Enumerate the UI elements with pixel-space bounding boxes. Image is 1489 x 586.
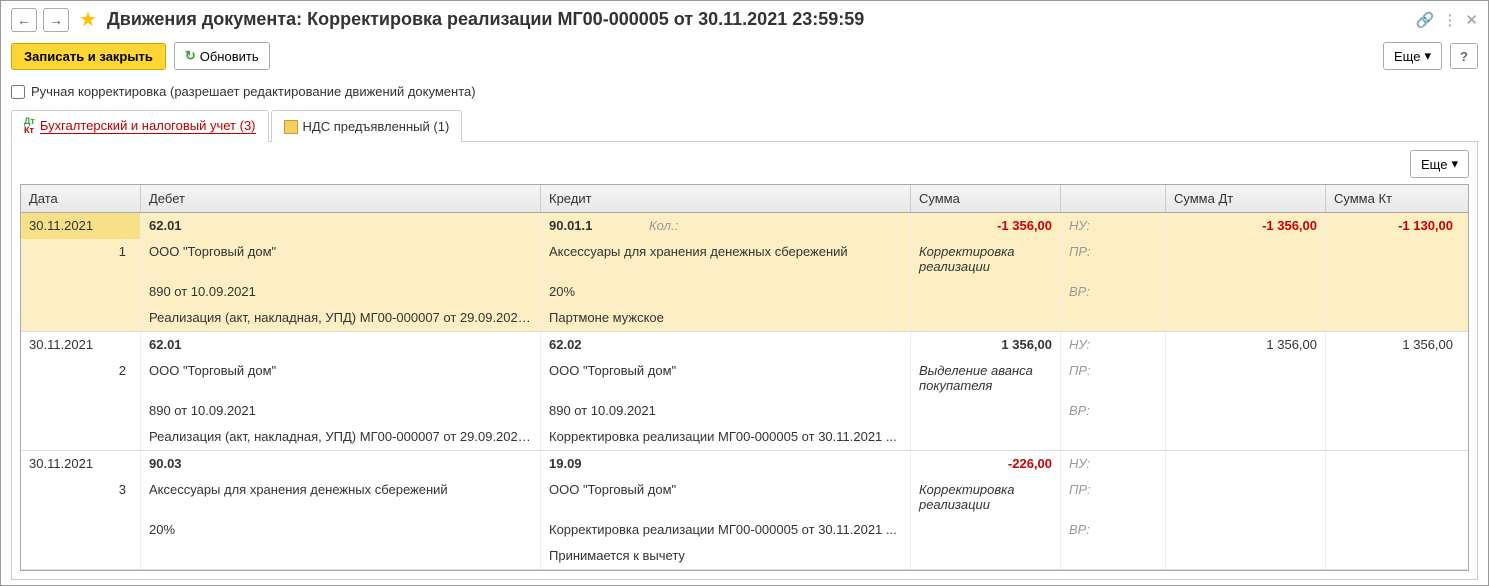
cell-op: Корректировка реализации <box>911 239 1061 279</box>
link-icon[interactable]: 🔗 <box>1416 11 1435 29</box>
save-close-button[interactable]: Записать и закрыть <box>11 43 166 70</box>
cell-debit-acc: 90.03 <box>141 451 541 477</box>
close-icon[interactable]: ✕ <box>1465 11 1478 29</box>
cell-d3: Реализация (акт, накладная, УПД) МГ00-00… <box>141 424 541 450</box>
cell-vr-label: ВР: <box>1061 398 1166 424</box>
panel-more-button[interactable]: Еще ▾ <box>1410 150 1469 178</box>
tab-vat-label: НДС предъявленный (1) <box>303 119 450 134</box>
menu-dots-icon[interactable]: ⋮ <box>1442 11 1457 29</box>
cell-c3: Принимается к вычету <box>541 543 911 569</box>
help-button[interactable]: ? <box>1450 43 1478 69</box>
cell-sumkt: -1 130,00 <box>1326 213 1461 239</box>
cell-sumdt: 1 356,00 <box>1166 332 1326 358</box>
cell-date: 30.11.2021 <box>21 451 141 477</box>
cell-d2: 890 от 10.09.2021 <box>141 279 541 305</box>
star-icon[interactable]: ★ <box>79 7 97 32</box>
doc-icon <box>284 120 298 134</box>
header-blank <box>1061 185 1166 212</box>
header-date[interactable]: Дата <box>21 185 141 212</box>
panel-more-label: Еще <box>1421 157 1447 172</box>
grid-header: Дата Дебет Кредит Сумма Сумма Дт Сумма К… <box>21 185 1468 213</box>
cell-c1: Аксессуары для хранения денежных сбереже… <box>541 239 911 279</box>
cell-nu-label: НУ: <box>1061 451 1166 477</box>
cell-sumkt: 1 356,00 <box>1326 332 1461 358</box>
manual-edit-label: Ручная корректировка (разрешает редактир… <box>31 84 476 99</box>
tab-vat[interactable]: НДС предъявленный (1) <box>271 110 463 142</box>
page-title: Движения документа: Корректировка реализ… <box>107 9 1410 30</box>
cell-debit-acc: 62.01 <box>141 332 541 358</box>
cell-vr-label: ВР: <box>1061 279 1166 305</box>
cell-c1: ООО "Торговый дом" <box>541 477 911 517</box>
cell-c1: ООО "Торговый дом" <box>541 358 911 398</box>
cell-date: 30.11.2021 <box>21 213 141 239</box>
chevron-down-icon: ▾ <box>1424 48 1431 64</box>
cell-c2: 20% <box>541 279 911 305</box>
more-label: Еще <box>1394 49 1420 64</box>
refresh-label: Обновить <box>200 49 259 64</box>
nav-back-button[interactable]: ← <box>11 8 37 32</box>
refresh-button[interactable]: ↻ Обновить <box>174 42 270 70</box>
cell-d1: ООО "Торговый дом" <box>141 358 541 398</box>
cell-pr-label: ПР: <box>1061 358 1166 398</box>
cell-c3: Партмоне мужское <box>541 305 911 331</box>
cell-pr-label: ПР: <box>1061 477 1166 517</box>
dtkt-icon: ДтКт <box>24 117 35 135</box>
cell-d2: 20% <box>141 517 541 543</box>
cell-d1: ООО "Торговый дом" <box>141 239 541 279</box>
header-sum[interactable]: Сумма <box>911 185 1061 212</box>
cell-sumdt: -1 356,00 <box>1166 213 1326 239</box>
cell-num: 3 <box>21 477 141 517</box>
postings-grid: Дата Дебет Кредит Сумма Сумма Дт Сумма К… <box>20 184 1469 571</box>
cell-sumdt <box>1166 451 1326 477</box>
cell-c2: 890 от 10.09.2021 <box>541 398 911 424</box>
cell-pr-label: ПР: <box>1061 239 1166 279</box>
cell-d3 <box>141 543 541 569</box>
cell-op: Выделение аванса покупателя <box>911 358 1061 398</box>
tab-accounting[interactable]: ДтКт Бухгалтерский и налоговый учет (3) <box>11 110 269 142</box>
cell-d3: Реализация (акт, накладная, УПД) МГ00-00… <box>141 305 541 331</box>
chevron-down-icon: ▾ <box>1451 156 1458 172</box>
more-button[interactable]: Еще ▾ <box>1383 42 1442 70</box>
cell-d1: Аксессуары для хранения денежных сбереже… <box>141 477 541 517</box>
cell-c3: Корректировка реализации МГ00-000005 от … <box>541 424 911 450</box>
header-credit[interactable]: Кредит <box>541 185 911 212</box>
cell-c2: Корректировка реализации МГ00-000005 от … <box>541 517 911 543</box>
tab-accounting-label: Бухгалтерский и налоговый учет (3) <box>40 118 256 134</box>
cell-num: 1 <box>21 239 141 279</box>
cell-sum: -226,00 <box>911 451 1061 477</box>
cell-debit-acc: 62.01 <box>141 213 541 239</box>
manual-edit-checkbox[interactable] <box>11 85 25 99</box>
cell-sumkt <box>1326 451 1461 477</box>
header-sumdt[interactable]: Сумма Дт <box>1166 185 1326 212</box>
posting-entry[interactable]: 30.11.2021 90.03 19.09 -226,00 НУ: 3 Акс… <box>21 451 1468 570</box>
nav-forward-button[interactable]: → <box>43 8 69 32</box>
cell-op: Корректировка реализации <box>911 477 1061 517</box>
posting-entry[interactable]: 30.11.2021 62.01 90.01.1Кол.: -1 356,00 … <box>21 213 1468 332</box>
cell-date: 30.11.2021 <box>21 332 141 358</box>
cell-num: 2 <box>21 358 141 398</box>
posting-entry[interactable]: 30.11.2021 62.01 62.02 1 356,00 НУ: 1 35… <box>21 332 1468 451</box>
cell-nu-label: НУ: <box>1061 332 1166 358</box>
refresh-icon: ↻ <box>185 48 196 64</box>
header-debit[interactable]: Дебет <box>141 185 541 212</box>
cell-sum: 1 356,00 <box>911 332 1061 358</box>
cell-d2: 890 от 10.09.2021 <box>141 398 541 424</box>
cell-sum: -1 356,00 <box>911 213 1061 239</box>
cell-nu-label: НУ: <box>1061 213 1166 239</box>
header-sumkt[interactable]: Сумма Кт <box>1326 185 1461 212</box>
cell-vr-label: ВР: <box>1061 517 1166 543</box>
